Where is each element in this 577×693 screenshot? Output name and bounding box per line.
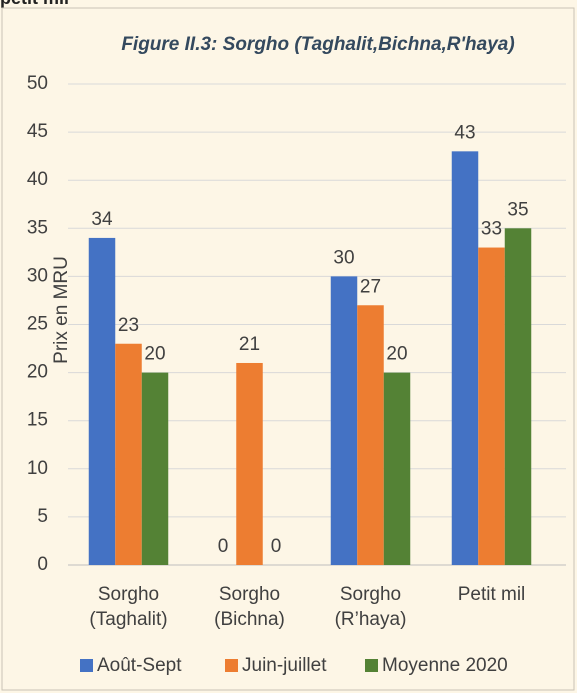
x-tick-label: Sorgho (Bichna) [214, 584, 285, 630]
legend-swatch [225, 659, 238, 672]
value-label: 33 [481, 219, 502, 240]
frame [1, 7, 575, 691]
y-tick-label: 30 [27, 265, 48, 286]
y-tick-label: 10 [27, 458, 48, 479]
value-label: 34 [91, 209, 113, 230]
value-label: 20 [144, 344, 165, 365]
y-tick-label: 45 [27, 121, 48, 142]
y-tick-label: 0 [37, 554, 48, 575]
y-tick-label: 15 [27, 410, 48, 431]
bar [451, 151, 479, 565]
x-tick-label: Sorgho (R’haya) [334, 584, 407, 630]
legend-swatch [80, 659, 93, 672]
bar [383, 372, 411, 565]
value-label: 27 [360, 276, 381, 297]
header-fragment: petit mil [0, 0, 69, 9]
chart-title: Figure II.3: Sorgho (Taghalit,Bichna,R'h… [121, 34, 514, 55]
bar [115, 343, 142, 565]
bar [141, 372, 169, 565]
value-label: 23 [118, 315, 139, 336]
bar [357, 305, 384, 565]
legend-label: Juin-juillet [242, 655, 327, 676]
bar [88, 237, 116, 566]
y-tick-label: 5 [37, 506, 48, 527]
bar [330, 276, 358, 565]
x-tick-label: Sorgho (Taghalit) [89, 584, 168, 630]
value-label: 43 [454, 122, 475, 143]
y-tick-label: 35 [27, 217, 48, 238]
value-label: 0 [218, 536, 229, 557]
y-tick-label: 40 [27, 169, 48, 190]
value-label: 21 [239, 334, 260, 355]
y-axis-label: Prix en MRU [51, 256, 72, 364]
legend-label: Moyenne 2020 [382, 655, 508, 676]
bar [236, 362, 263, 565]
legend-swatch [365, 659, 378, 672]
value-label: 0 [271, 536, 282, 557]
value-label: 20 [386, 344, 407, 365]
bar [504, 228, 532, 566]
value-label: 30 [333, 247, 354, 268]
y-tick-label: 20 [27, 362, 48, 383]
value-label: 35 [507, 199, 528, 220]
legend-label: Août-Sept [97, 655, 182, 676]
y-tick-label: 50 [27, 73, 48, 94]
y-tick-label: 25 [27, 314, 48, 335]
bar [478, 247, 505, 566]
x-tick-label: Petit mil [457, 584, 526, 605]
